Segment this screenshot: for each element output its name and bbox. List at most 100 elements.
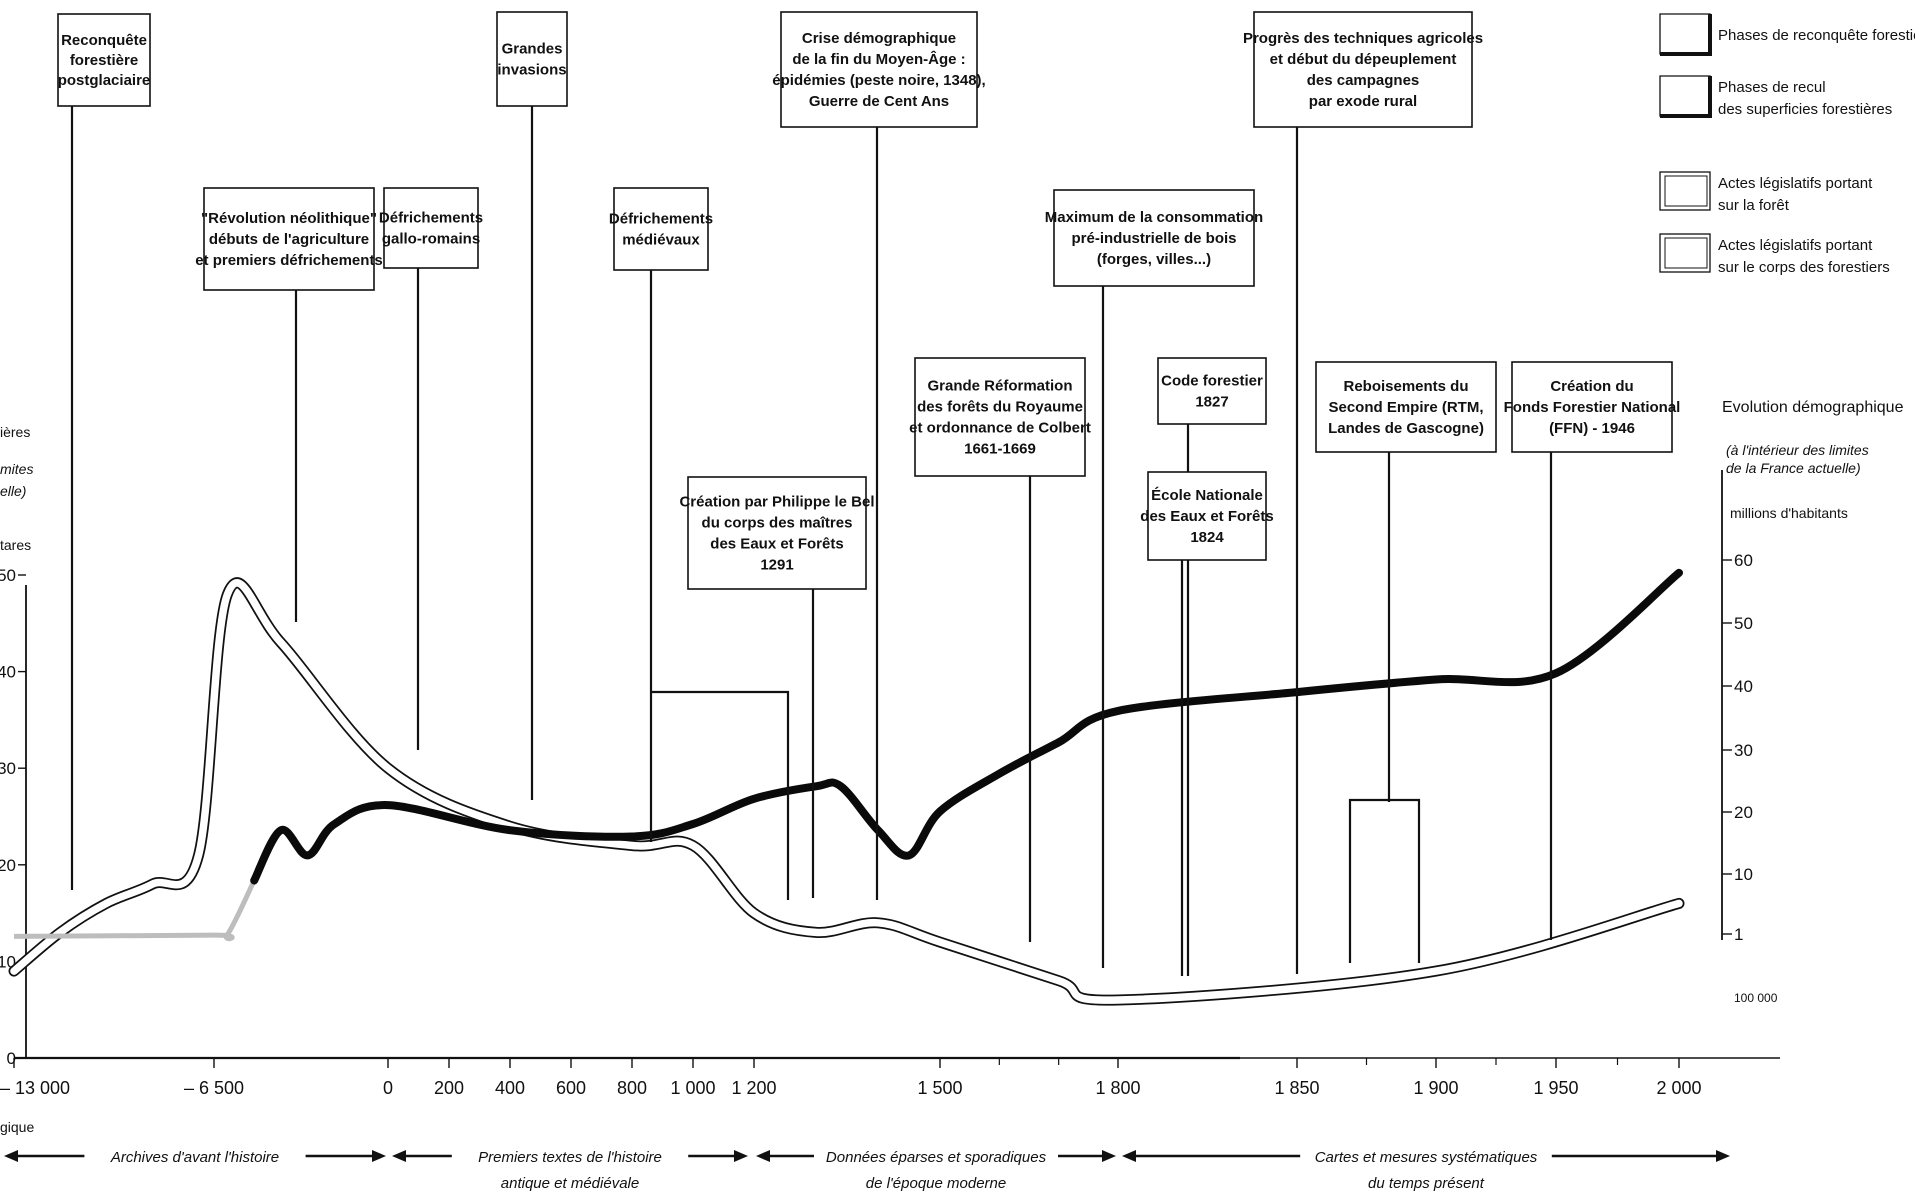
period-arrow-head-left [392,1150,406,1162]
event-label: par exode rural [1309,93,1417,110]
y-right-tick-label: 100 000 [1734,991,1778,1005]
event-label: Grandes [502,41,563,58]
event-box: Création par Philippe le Bel du corps des… [679,476,875,590]
period-label: Données éparses et sporadiques [826,1149,1047,1166]
legend-label: Phases de reconquête forestière [1718,27,1915,44]
event-box: Création du Fonds Forestier National (FFN)… [1504,361,1681,453]
event-box: Maximum de la consommation pré-industriel… [1045,189,1263,287]
legend-swatch [1659,75,1711,117]
event-label: "Révolution néolithique" [201,210,377,227]
event-label: (FFN) - 1946 [1549,420,1635,437]
period-label: de l'époque moderne [866,1175,1006,1192]
y-left-axis-label: ières [0,424,30,440]
x-tick-label: – 6 500 [184,1078,244,1098]
x-tick-label: – 13 000 [0,1078,70,1098]
y-right-tick-label: 1 [1734,925,1743,944]
event-label: 1291 [760,557,793,574]
x-tick-label: 2 000 [1656,1078,1701,1098]
legend-label: Actes législatifs portant sur le corps de… [1718,237,1890,276]
event-label: 1827 [1195,394,1228,411]
event-label: Guerre de Cent Ans [809,93,949,110]
right-axis-subtitle: (à l'intérieur des limites de la France a… [1726,442,1869,476]
x-tick-label: 1 950 [1533,1078,1578,1098]
event-label: du corps des maîtres [702,515,853,532]
event-box: Reconquête forestière postglaciaire [57,13,151,107]
event-label: et premiers défrichements [195,252,383,269]
y-right-tick-label: 60 [1734,551,1753,570]
y-left-tick-label: 50 [0,566,16,585]
period-label: antique et médiévale [501,1175,639,1192]
event-box-frame [496,11,568,107]
event-bracket [1348,798,1421,963]
population-series [13,568,1683,942]
forest-band-fill [10,579,1683,1004]
period-arrow-head-right [734,1150,748,1162]
event-label: gallo-romains [382,231,480,248]
period-label-bg [451,1142,689,1168]
right-axis-unit: millions d'habitants [1730,505,1848,521]
event-box: Défrichements médiévaux [609,187,713,271]
period-arrow-head-right [372,1150,386,1162]
event-label: Second Empire (RTM, [1328,399,1483,416]
period-label-bg [84,1142,306,1168]
event-box-frame [914,357,1086,477]
event-box-frame [383,187,479,269]
event-box: Progrès des techniques agricoles et début… [1243,11,1483,128]
event-label: Progrès des techniques agricoles [1243,30,1483,47]
event-label: Code forestier [1161,373,1263,390]
y-right-tick-label: 40 [1734,677,1753,696]
event-box-frame [203,187,375,291]
x-tick-label: 0 [383,1078,393,1098]
event-label: Reconquête [61,32,147,49]
x-tick-label: 1 800 [1095,1078,1140,1098]
event-box: École Nationale des Eaux et Forêts 1824 [1140,471,1274,561]
y-left-axis-label: elle) [0,483,26,499]
event-box-frame [1315,361,1497,453]
event-box-frame [687,476,867,590]
legend-label: Phases de recul des superficies forestièr… [1718,79,1892,118]
event-box: Grande Réformation des forêts du Royaume e… [909,357,1091,477]
event-label: Reboisements du [1343,378,1468,395]
event-label: pré-industrielle de bois [1071,230,1236,247]
y-right-tick-label: 30 [1734,741,1753,760]
x-tick-label: 1 500 [917,1078,962,1098]
event-label: Création par Philippe le Bel [679,494,874,511]
population-line [250,568,1683,885]
period: Archives d'avant l'histoire [4,1142,386,1168]
event-label: Maximum de la consommation [1045,209,1263,226]
event-label: 1661-1669 [964,441,1036,458]
event-label: Landes de Gascogne) [1328,420,1484,437]
event-label: Défrichements [379,210,483,227]
event-label: École Nationale [1151,487,1263,504]
period: Cartes et mesures systématiques du temps … [1122,1142,1730,1192]
event-label: (forges, villes...) [1097,251,1211,268]
y-right-tick-label: 20 [1734,803,1753,822]
event-box-frame [1511,361,1673,453]
population-line-early [13,879,257,942]
event-box-frame [1157,357,1267,425]
event-bracket [651,690,790,900]
event-box: "Révolution néolithique" débuts de l'agri… [195,187,383,291]
y-left-tick-label: 40 [0,663,16,682]
period-label: Archives d'avant l'histoire [110,1149,279,1166]
legend-swatch-edge [1660,14,1712,56]
event-label: épidémies (peste noire, 1348), [772,72,985,89]
event-box: Reboisements du Second Empire (RTM, Landes… [1315,361,1497,453]
x-tick-label: 400 [495,1078,525,1098]
x-tick-label: 1 900 [1413,1078,1458,1098]
period-arrow-head-right [1102,1150,1116,1162]
y-left-tick-label: 20 [0,856,16,875]
event-box-frame [57,13,151,107]
period-label: du temps présent [1368,1175,1485,1192]
event-label: invasions [497,62,566,79]
right-axis-title: Evolution démographique [1722,399,1904,416]
event-label: et début du dépeuplement [1270,51,1457,68]
event-box: Crise démographique de la fin du Moyen-Âg… [772,11,986,128]
y-left-tick-label: 30 [0,759,16,778]
event-label: Fonds Forestier National [1504,399,1681,416]
period-label-bg [814,1142,1058,1168]
event-box-frame [780,11,978,128]
x-tick-label: 1 000 [670,1078,715,1098]
y-right-tick-label: 50 [1734,614,1753,633]
period-arrow-head-left [1122,1150,1136,1162]
